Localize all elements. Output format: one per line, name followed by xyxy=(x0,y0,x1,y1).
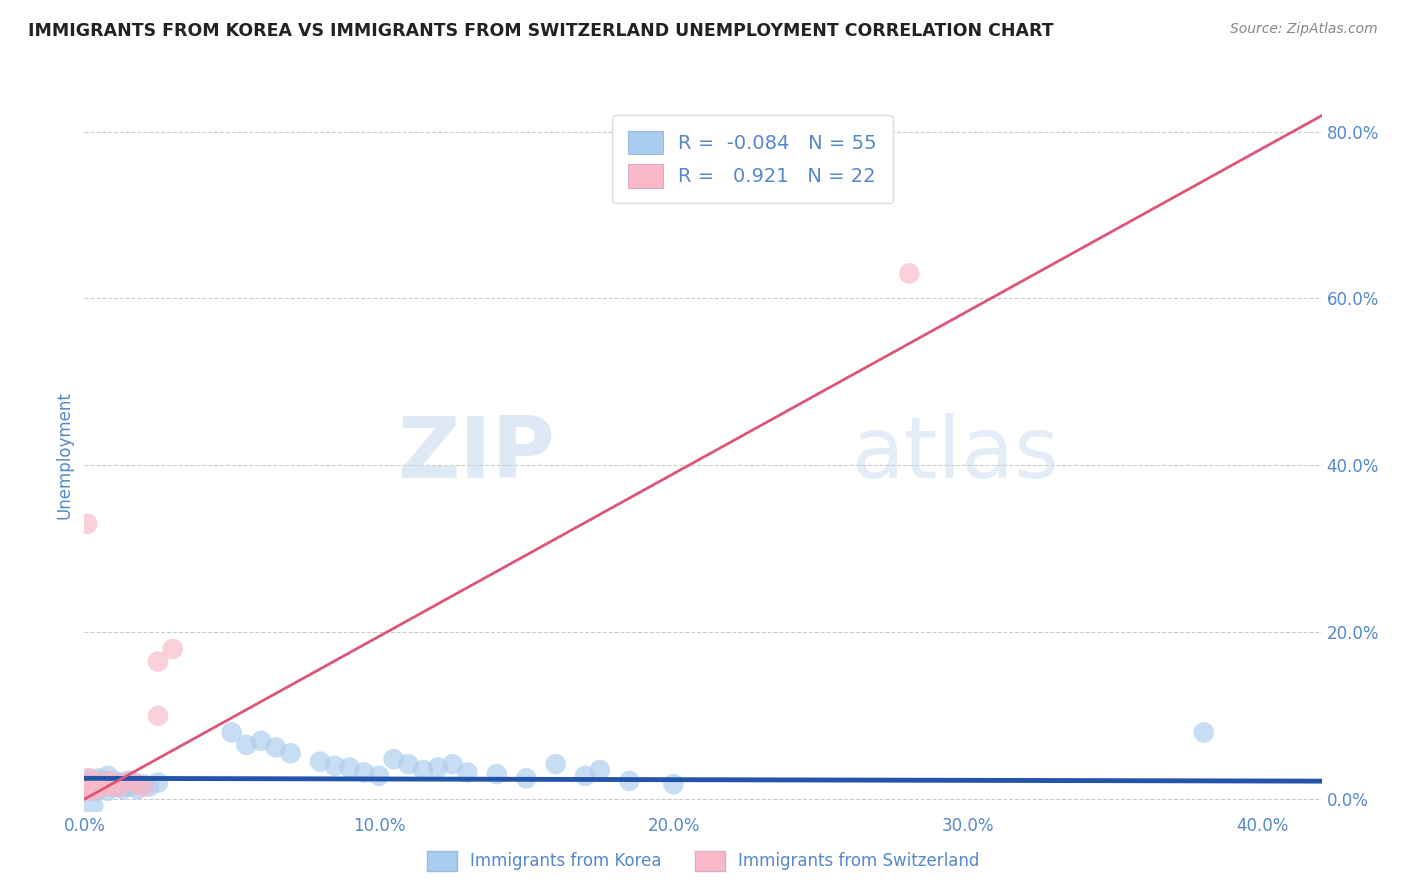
Point xyxy=(235,738,257,752)
Point xyxy=(105,780,128,794)
Point xyxy=(108,775,131,789)
Point xyxy=(117,777,139,791)
Point xyxy=(82,780,104,794)
Point xyxy=(76,777,98,791)
Point xyxy=(574,769,596,783)
Point xyxy=(441,757,464,772)
Y-axis label: Unemployment: Unemployment xyxy=(55,391,73,519)
Point xyxy=(456,765,478,780)
Text: ZIP: ZIP xyxy=(396,413,554,497)
Point xyxy=(138,780,160,794)
Point xyxy=(146,655,169,669)
Text: IMMIGRANTS FROM KOREA VS IMMIGRANTS FROM SWITZERLAND UNEMPLOYMENT CORRELATION CH: IMMIGRANTS FROM KOREA VS IMMIGRANTS FROM… xyxy=(28,22,1053,40)
Point xyxy=(280,747,302,761)
Point xyxy=(100,780,122,794)
Point xyxy=(87,777,110,791)
Point xyxy=(91,780,114,794)
Point xyxy=(94,777,117,791)
Point xyxy=(544,757,567,772)
Point xyxy=(426,760,449,774)
Point xyxy=(485,767,508,781)
Point xyxy=(221,725,243,739)
Point xyxy=(111,782,134,797)
Point xyxy=(309,755,332,769)
Point xyxy=(412,763,434,777)
Point xyxy=(79,772,101,786)
Point xyxy=(82,780,104,794)
Point xyxy=(898,266,921,280)
Point xyxy=(87,772,110,786)
Point xyxy=(323,759,346,773)
Point xyxy=(94,777,117,791)
Point xyxy=(662,777,685,791)
Point xyxy=(117,773,139,788)
Point xyxy=(353,765,375,780)
Point xyxy=(589,763,612,777)
Point xyxy=(97,769,120,783)
Point xyxy=(84,784,107,798)
Point xyxy=(79,775,101,789)
Point xyxy=(127,777,149,791)
Point xyxy=(264,740,287,755)
Point xyxy=(76,777,98,791)
Point xyxy=(103,775,125,789)
Legend: Immigrants from Korea, Immigrants from Switzerland: Immigrants from Korea, Immigrants from S… xyxy=(418,842,988,880)
Legend: R =  -0.084   N = 55, R =   0.921   N = 22: R = -0.084 N = 55, R = 0.921 N = 22 xyxy=(613,115,893,203)
Point xyxy=(132,780,155,794)
Point xyxy=(515,772,537,786)
Point xyxy=(146,775,169,789)
Point xyxy=(619,773,641,788)
Point xyxy=(87,782,110,797)
Point xyxy=(100,780,122,794)
Point xyxy=(82,773,104,788)
Point xyxy=(162,642,184,657)
Point xyxy=(127,782,149,797)
Point xyxy=(97,784,120,798)
Point xyxy=(1192,725,1215,739)
Point xyxy=(79,782,101,797)
Point xyxy=(82,798,104,813)
Point xyxy=(97,773,120,788)
Point xyxy=(117,773,139,788)
Point xyxy=(91,775,114,789)
Point xyxy=(76,782,98,797)
Point xyxy=(396,757,419,772)
Point xyxy=(146,708,169,723)
Point xyxy=(382,752,405,766)
Point xyxy=(103,773,125,788)
Point xyxy=(117,780,139,794)
Point xyxy=(84,777,107,791)
Point xyxy=(368,769,391,783)
Point xyxy=(250,733,273,747)
Point xyxy=(124,775,146,789)
Point xyxy=(103,777,125,791)
Text: Source: ZipAtlas.com: Source: ZipAtlas.com xyxy=(1230,22,1378,37)
Text: atlas: atlas xyxy=(852,413,1060,497)
Point xyxy=(91,780,114,794)
Point xyxy=(84,782,107,797)
Point xyxy=(94,773,117,788)
Point xyxy=(76,516,98,531)
Point xyxy=(82,775,104,789)
Point xyxy=(339,760,361,774)
Point xyxy=(132,777,155,791)
Point xyxy=(76,772,98,786)
Point xyxy=(108,780,131,794)
Point xyxy=(79,784,101,798)
